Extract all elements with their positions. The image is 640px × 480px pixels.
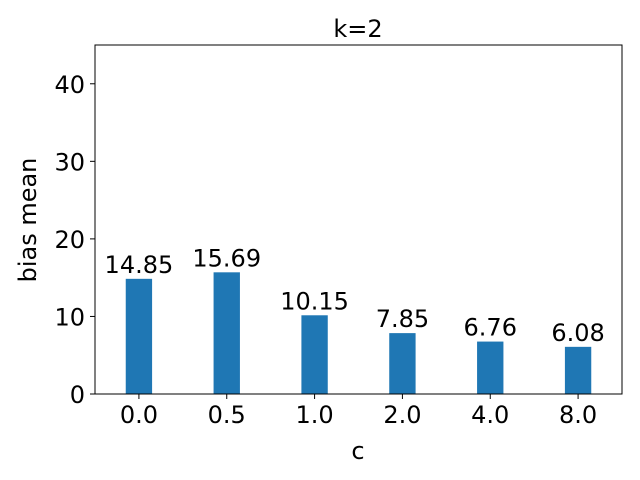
y-tick-label: 10 bbox=[54, 303, 85, 331]
bar bbox=[477, 341, 504, 394]
bar bbox=[301, 315, 328, 394]
bar bbox=[389, 333, 416, 394]
y-tick-label: 30 bbox=[54, 148, 85, 176]
y-tick-label: 0 bbox=[70, 381, 85, 409]
bars-layer: 14.85 15.69 10.15 7.85 6.76 6.08 bbox=[105, 244, 605, 394]
bar bbox=[213, 272, 240, 394]
bar-value-label: 6.76 bbox=[464, 314, 517, 342]
x-axis-label: c bbox=[351, 437, 364, 465]
bar bbox=[125, 278, 153, 394]
bar-value-label: 14.85 bbox=[105, 251, 174, 279]
y-tick-label: 40 bbox=[54, 71, 85, 99]
bar-value-label: 7.85 bbox=[376, 305, 429, 333]
plot-frame bbox=[94, 44, 623, 395]
bar-value-label: 15.69 bbox=[192, 244, 261, 272]
y-tick-label: 20 bbox=[54, 226, 85, 254]
bar bbox=[564, 346, 592, 394]
x-tick-label: 1.0 bbox=[295, 401, 333, 429]
chart-title: k=2 bbox=[333, 15, 382, 43]
bar-value-label: 10.15 bbox=[280, 287, 349, 315]
x-tick-label: 4.0 bbox=[471, 401, 509, 429]
axes-layer: 0.0 0.5 1.0 2.0 4.0 8.0 0 10 20 30 40 bbox=[54, 44, 623, 429]
x-tick-label: 0.0 bbox=[120, 401, 158, 429]
bar-value-label: 6.08 bbox=[551, 319, 604, 347]
x-tick-label: 2.0 bbox=[383, 401, 421, 429]
x-tick-label: 0.5 bbox=[208, 401, 246, 429]
x-tick-label: 8.0 bbox=[559, 401, 597, 429]
y-axis-label: bias mean bbox=[14, 158, 42, 283]
